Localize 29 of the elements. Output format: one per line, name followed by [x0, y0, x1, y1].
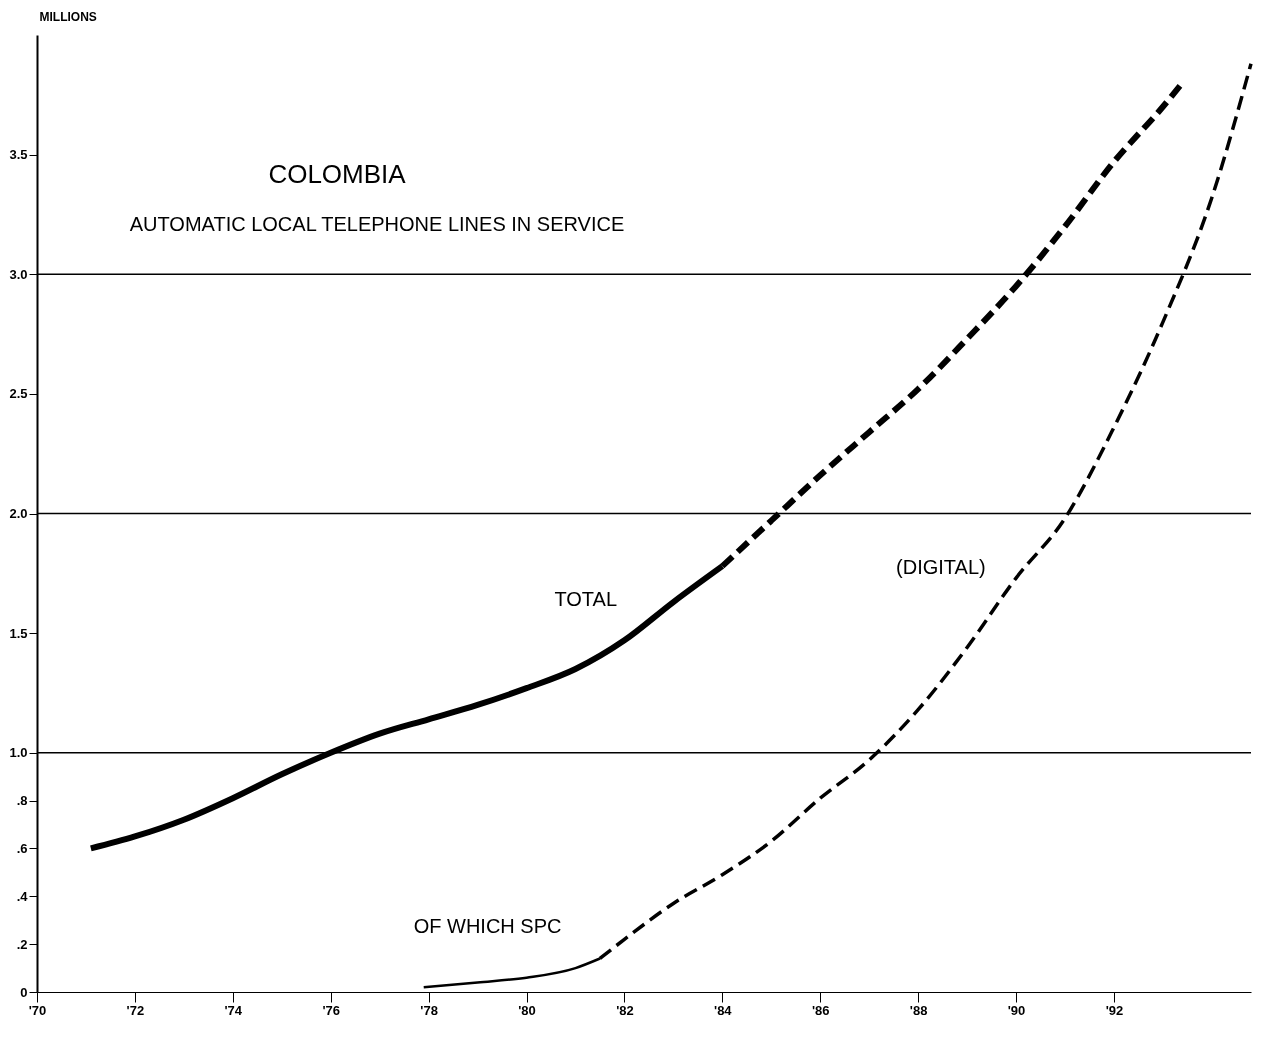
x-tick-label: '84	[714, 1002, 733, 1018]
text: AUTOMATIC LOCAL TELEPHONE LINES IN SERVICE	[129, 213, 625, 235]
y-tick-label: .6	[16, 840, 28, 856]
y-tick-label: 3.0	[9, 266, 28, 282]
x-tick-label: '76	[322, 1002, 340, 1018]
y-tick-label: 1.0	[9, 745, 28, 761]
x-tick-label: '70	[28, 1002, 47, 1018]
series-label: OF WHICH SPC	[413, 915, 562, 938]
y-tick-label: 2.5	[9, 386, 28, 402]
y-axis-title: MILLIONS	[39, 9, 97, 24]
x-tick-label: '72	[126, 1002, 145, 1018]
y-tick-label: .2	[16, 936, 28, 952]
x-tick-label: '88	[909, 1002, 928, 1018]
x-tick-label: '78	[420, 1002, 438, 1018]
x-tick-label: '92	[1105, 1002, 1124, 1018]
series-label: (DIGITAL)	[896, 556, 986, 579]
y-tick-label: 2.0	[9, 506, 28, 521]
y-tick-label: 1.5	[9, 625, 28, 641]
text: COLOMBIA	[268, 159, 407, 189]
y-tick-label: .4	[16, 888, 29, 904]
x-tick-label: '80	[518, 1002, 536, 1018]
x-tick-label: '86	[811, 1002, 830, 1018]
x-tick-label: '74	[224, 1002, 243, 1018]
series-label: TOTAL	[554, 588, 618, 611]
x-tick-label: '82	[616, 1002, 634, 1018]
y-tick-label: .8	[16, 793, 28, 809]
y-tick-label: 3.5	[9, 147, 28, 163]
x-tick-label: '90	[1007, 1002, 1026, 1018]
y-tick-label: 0	[20, 984, 28, 1000]
